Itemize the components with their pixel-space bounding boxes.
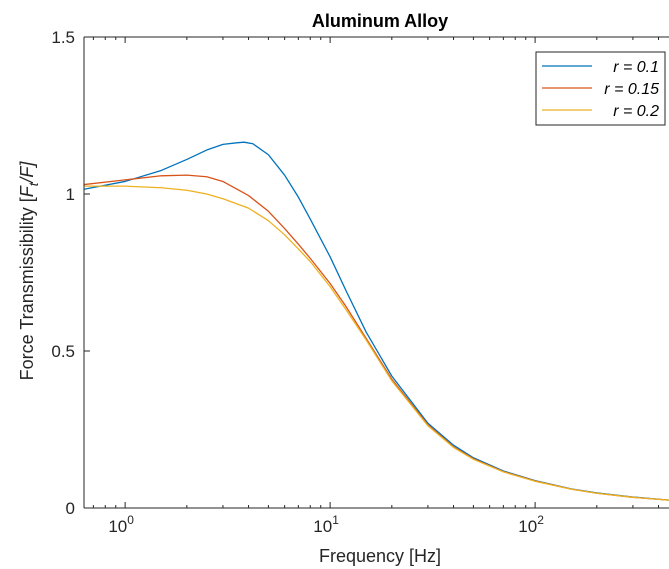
x-tick-label-base: 10 <box>518 517 537 536</box>
legend-label-1: r = 0.1 <box>613 59 659 76</box>
x-tick-label-exponent: 0 <box>127 513 134 527</box>
y-axis-label-subscript: t <box>26 181 41 186</box>
y-axis-label-rest: /F] <box>17 161 37 185</box>
x-tick-label-0: 100 <box>108 513 134 536</box>
x-tick-label-1: 101 <box>313 513 339 536</box>
y-tick-label-0: 0 <box>66 499 75 518</box>
series-group <box>84 141 669 501</box>
chart-title: Aluminum Alloy <box>312 11 448 31</box>
y-axis-label-prefix: Force Transmissibility [ <box>17 197 37 380</box>
x-tick-label-base: 10 <box>313 517 332 536</box>
x-tick-label-base: 10 <box>108 517 127 536</box>
y-axis-label: Force Transmissibility [Ft/F] <box>17 161 41 381</box>
legend-label-2: r = 0.15 <box>604 81 659 98</box>
y-tick-label-3: 1.5 <box>51 28 75 47</box>
x-tick-label-exponent: 2 <box>537 513 544 527</box>
x-tick-label-exponent: 1 <box>332 513 339 527</box>
legend: r = 0.1 r = 0.15 r = 0.2 <box>535 51 666 126</box>
y-tick-label-2: 1 <box>66 185 75 204</box>
legend-label-3: r = 0.2 <box>613 103 659 120</box>
y-axis-label-f: F <box>17 185 37 197</box>
y-tick-label-1: 0.5 <box>51 342 75 361</box>
plot-area <box>84 141 669 501</box>
series-line-3 <box>84 185 669 501</box>
x-axis-label: Frequency [Hz] <box>319 546 441 566</box>
x-tick-label-2: 102 <box>518 513 544 536</box>
